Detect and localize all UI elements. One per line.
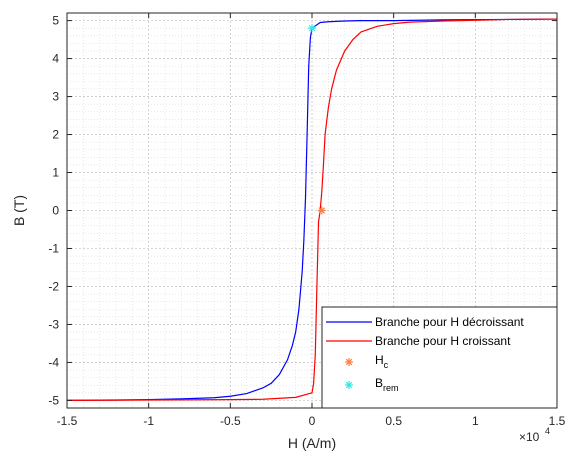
marker-hc	[317, 206, 326, 215]
x-tick-label: 1.5	[549, 414, 566, 428]
legend-label-hc: Hc	[375, 353, 389, 370]
legend-star-hc	[345, 358, 353, 366]
y-tick-label: -4	[48, 355, 59, 369]
y-tick-label: 4	[52, 52, 59, 66]
y-tick-label: 0	[52, 204, 59, 218]
x-exponent-power: 4	[545, 426, 550, 436]
x-tick-label: -0.5	[220, 414, 241, 428]
legend-star-brem	[345, 381, 353, 389]
marker-brem	[308, 24, 316, 33]
x-tick-label: 0	[309, 414, 316, 428]
x-tick-label: -1.5	[57, 414, 78, 428]
y-tick-label: 5	[52, 14, 59, 28]
legend-marker-brem	[345, 381, 353, 389]
x-exponent-base: ×10	[519, 430, 540, 444]
y-tick-label: -1	[48, 241, 59, 255]
x-axis-label: H (A/m)	[288, 435, 336, 451]
series-layer	[66, 18, 558, 401]
x-tick-label: 0.5	[385, 414, 402, 428]
x-tick-label: -1	[143, 414, 154, 428]
y-tick-label: -5	[48, 393, 59, 407]
legend: Branche pour H décroissant Branche pour …	[321, 306, 558, 409]
legend-label-increasing: Branche pour H croissant	[375, 334, 511, 348]
legend-label-decreasing: Branche pour H décroissant	[375, 315, 524, 329]
legend-marker-hc	[345, 358, 353, 366]
y-axis-label: B (T)	[11, 195, 27, 226]
y-tick-label: 2	[52, 128, 59, 142]
y-tick-label: -2	[48, 279, 59, 293]
legend-box	[321, 306, 558, 409]
x-tick-label: 1	[472, 414, 479, 428]
y-tick-label: 1	[52, 166, 59, 180]
y-tick-label: 3	[52, 90, 59, 104]
legend-label-brem: Brem	[375, 376, 399, 393]
series-line-increasing	[66, 18, 558, 401]
series-line-decreasing	[66, 18, 558, 401]
tick-labels: -1.5 -1 -0.5 0 0.5 1 1.5 -5 -4 -3 -2 -1 0 1 2 3 4 5	[48, 14, 565, 428]
y-tick-label: -3	[48, 317, 59, 331]
x-axis-exponent: ×10 4	[519, 426, 550, 444]
marker-layer	[308, 24, 326, 215]
